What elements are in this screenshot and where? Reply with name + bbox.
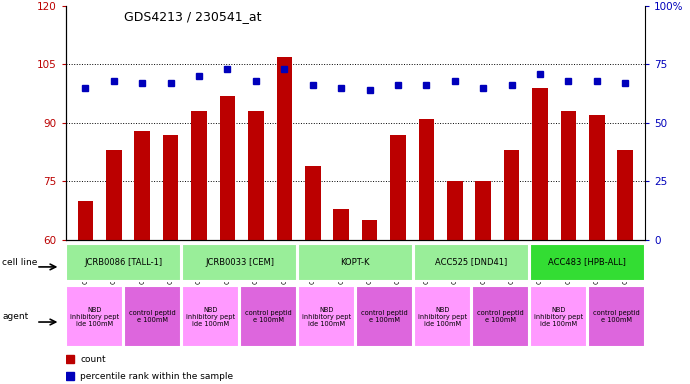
Bar [135, 131, 150, 240]
Bar [390, 135, 406, 240]
Text: control peptid
e 100mM: control peptid e 100mM [361, 310, 408, 323]
Bar [532, 88, 548, 240]
Bar [472, 286, 529, 348]
Bar [163, 135, 179, 240]
Bar [219, 96, 235, 240]
Bar [124, 286, 181, 348]
Bar [298, 243, 413, 281]
Bar [66, 243, 181, 281]
Bar [447, 182, 462, 240]
Bar [589, 115, 604, 240]
Bar [362, 220, 377, 240]
Text: JCRB0033 [CEM]: JCRB0033 [CEM] [205, 258, 274, 266]
Text: JCRB0086 [TALL-1]: JCRB0086 [TALL-1] [84, 258, 163, 266]
Bar [530, 243, 644, 281]
Bar [333, 209, 349, 240]
Bar [66, 286, 123, 348]
Text: GDS4213 / 230541_at: GDS4213 / 230541_at [124, 10, 262, 23]
Text: NBD
inhibitory pept
ide 100mM: NBD inhibitory pept ide 100mM [70, 307, 119, 327]
Bar [305, 166, 321, 240]
Bar [475, 182, 491, 240]
Bar [182, 243, 297, 281]
Bar [504, 150, 520, 240]
Text: cell line: cell line [2, 258, 37, 266]
Text: agent: agent [2, 312, 28, 321]
Text: NBD
inhibitory pept
ide 100mM: NBD inhibitory pept ide 100mM [302, 307, 351, 327]
Text: control peptid
e 100mM: control peptid e 100mM [593, 310, 640, 323]
Bar [298, 286, 355, 348]
Bar [248, 111, 264, 240]
Bar [182, 286, 239, 348]
Bar [191, 111, 207, 240]
Text: count: count [80, 354, 106, 364]
Bar [588, 286, 644, 348]
Text: control peptid
e 100mM: control peptid e 100mM [245, 310, 292, 323]
Bar [561, 111, 576, 240]
Text: ACC483 [HPB-ALL]: ACC483 [HPB-ALL] [549, 258, 626, 266]
Bar [356, 286, 413, 348]
Text: percentile rank within the sample: percentile rank within the sample [80, 372, 233, 381]
Text: NBD
inhibitory pept
ide 100mM: NBD inhibitory pept ide 100mM [533, 307, 583, 327]
Bar [77, 201, 93, 240]
Text: NBD
inhibitory pept
ide 100mM: NBD inhibitory pept ide 100mM [186, 307, 235, 327]
Bar [618, 150, 633, 240]
Bar [277, 56, 292, 240]
Bar [240, 286, 297, 348]
Text: NBD
inhibitory pept
ide 100mM: NBD inhibitory pept ide 100mM [417, 307, 467, 327]
Bar [419, 119, 434, 240]
Text: ACC525 [DND41]: ACC525 [DND41] [435, 258, 507, 266]
Text: KOPT-K: KOPT-K [341, 258, 370, 266]
Text: control peptid
e 100mM: control peptid e 100mM [129, 310, 176, 323]
Bar [414, 286, 471, 348]
Bar [530, 286, 586, 348]
Bar [414, 243, 529, 281]
Text: control peptid
e 100mM: control peptid e 100mM [477, 310, 524, 323]
Bar [106, 150, 121, 240]
